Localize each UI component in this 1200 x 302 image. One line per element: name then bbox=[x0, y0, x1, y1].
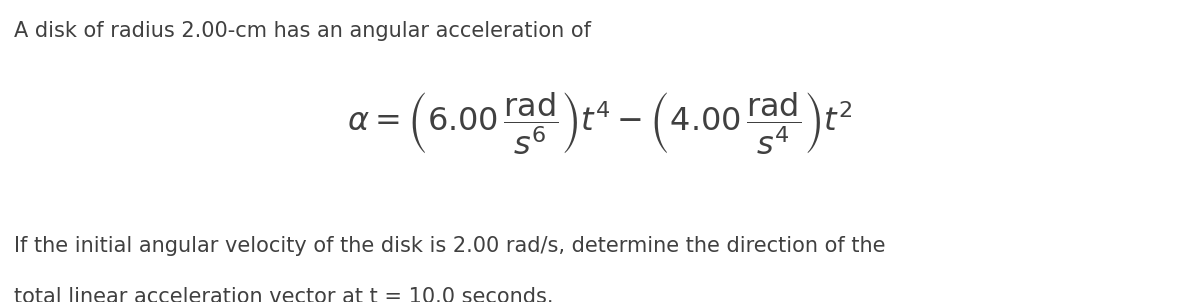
Text: A disk of radius 2.00-cm has an angular acceleration of: A disk of radius 2.00-cm has an angular … bbox=[14, 21, 592, 41]
Text: total linear acceleration vector at t = 10.0 seconds.: total linear acceleration vector at t = … bbox=[14, 287, 554, 302]
Text: $\alpha = \left( 6.00\,\dfrac{\mathrm{rad}}{s^6} \right)t^4 - \left( 4.00\,\dfra: $\alpha = \left( 6.00\,\dfrac{\mathrm{ra… bbox=[348, 91, 852, 157]
Text: If the initial angular velocity of the disk is 2.00 rad/s, determine the directi: If the initial angular velocity of the d… bbox=[14, 236, 886, 255]
